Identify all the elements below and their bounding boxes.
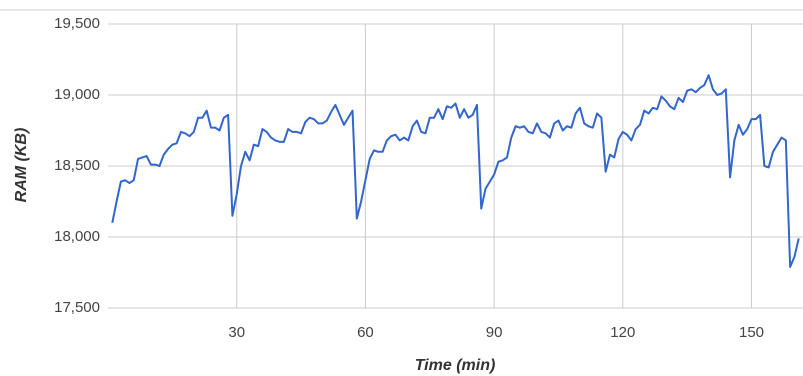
x-tick-label: 60 xyxy=(357,324,374,341)
x-tick-label: 30 xyxy=(228,324,245,341)
y-axis-title: RAM (KB) xyxy=(13,128,30,203)
data-line xyxy=(111,74,800,268)
x-tick-label: 90 xyxy=(486,324,503,341)
y-tick-label: 18,500 xyxy=(54,157,100,174)
x-tick-label: 120 xyxy=(610,324,635,341)
y-tick-label: 17,500 xyxy=(54,299,100,316)
y-tick-label: 19,500 xyxy=(54,15,100,32)
y-tick-label: 18,000 xyxy=(54,228,100,245)
x-tick-label: 150 xyxy=(739,324,764,341)
x-axis-title: Time (min) xyxy=(415,357,496,374)
y-tick-label: 19,000 xyxy=(54,86,100,103)
